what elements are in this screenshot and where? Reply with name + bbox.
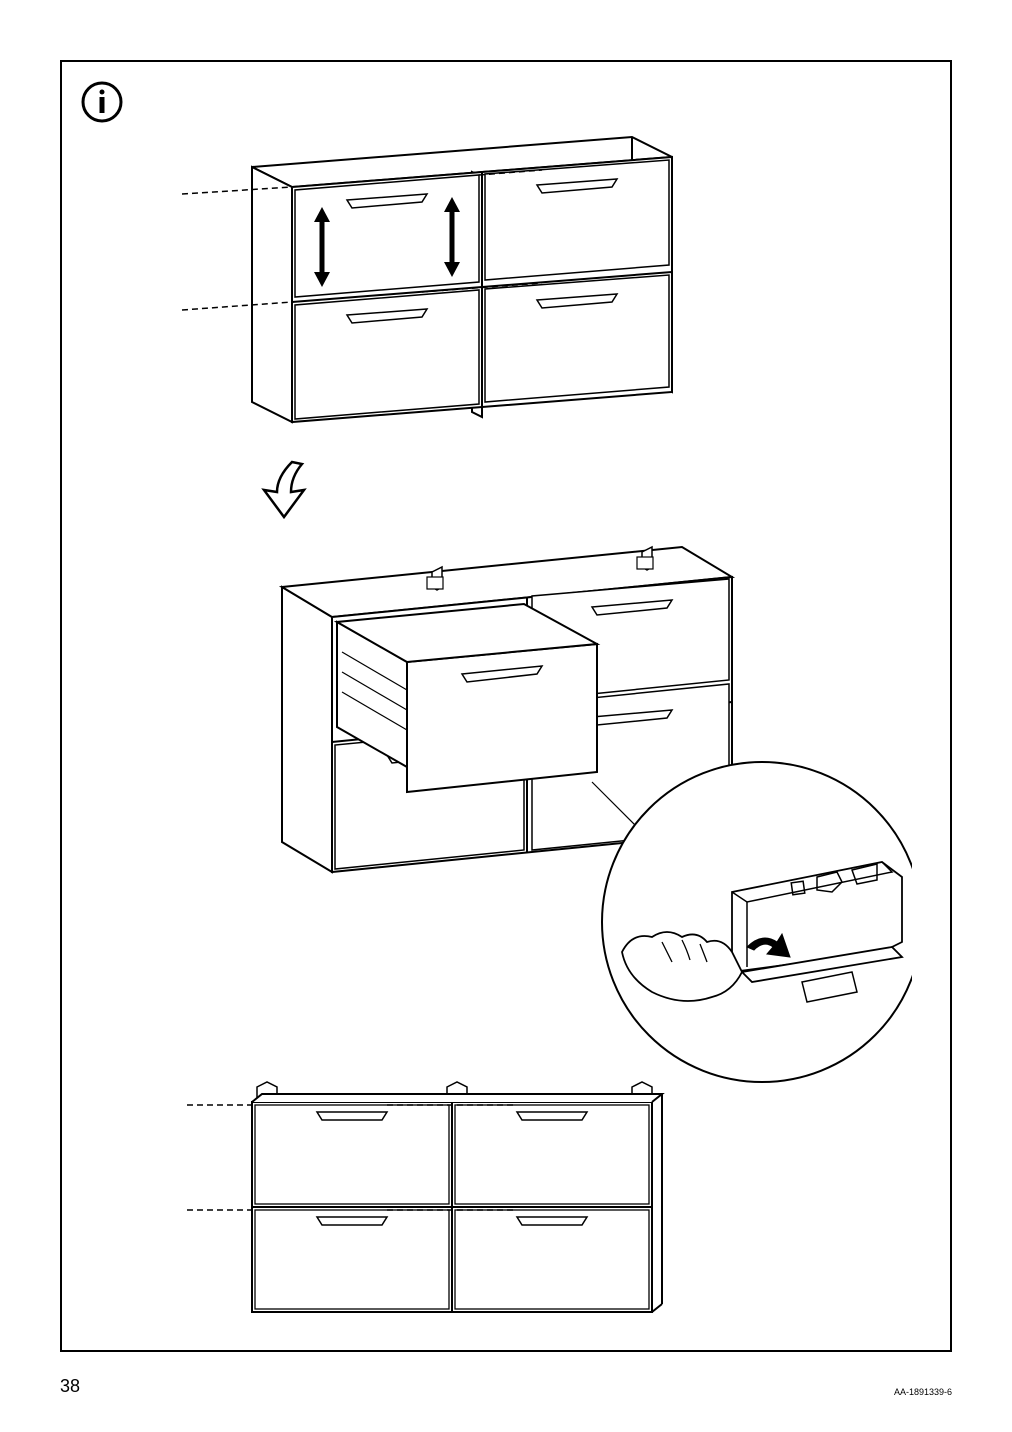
transition-arrow [264, 462, 304, 517]
middle-cabinet-diagram [282, 547, 912, 1082]
diagram-container [152, 122, 910, 1330]
top-cabinet-diagram [182, 137, 672, 422]
document-id: AA-1891339-6 [894, 1387, 952, 1397]
bottom-cabinet-diagram [187, 1082, 662, 1312]
page-number: 38 [60, 1376, 80, 1397]
page-frame [60, 60, 952, 1352]
info-icon [80, 80, 124, 124]
